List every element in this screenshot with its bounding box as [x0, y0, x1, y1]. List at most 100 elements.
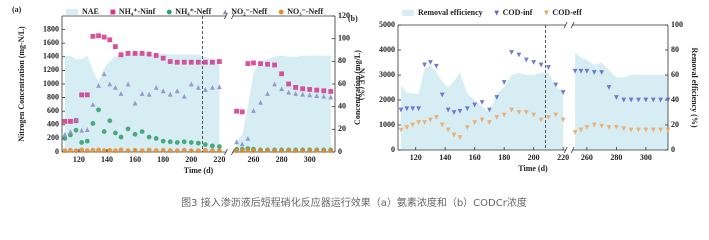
data-point [599, 70, 605, 75]
data-point [62, 136, 68, 141]
data-point [167, 148, 173, 154]
data-point [174, 59, 180, 65]
data-point [314, 147, 320, 153]
data-point [258, 148, 263, 154]
y-tick-label: 600 [47, 106, 59, 115]
x-tick-label: 160 [469, 153, 481, 162]
data-point [621, 97, 627, 103]
data-point [132, 131, 138, 137]
data-point [118, 91, 124, 96]
data-point [132, 147, 138, 153]
data-point [665, 127, 671, 133]
x-tick-label: 220 [213, 155, 225, 164]
y-tick-label: 4000 [379, 45, 395, 54]
y-tick-label: 2000 [379, 95, 395, 104]
data-point [90, 121, 96, 126]
x-tick-label: 280 [610, 153, 622, 162]
legend-label: NH₄⁺-Neff [175, 7, 211, 16]
y2-tick-label: 80 [338, 56, 346, 65]
y-tick-label: 1400 [43, 52, 59, 61]
x-axis-title: Time (d) [184, 166, 214, 175]
x-tick-label: 140 [101, 155, 113, 164]
data-point [546, 115, 551, 120]
data-point [195, 148, 201, 154]
data-point [62, 131, 68, 137]
data-point [68, 129, 73, 134]
data-point [174, 88, 180, 94]
y-tick-label: 1000 [379, 120, 395, 129]
data-point [613, 125, 619, 130]
data-point [265, 91, 270, 96]
y-tick-label: 0 [391, 145, 395, 154]
data-point [613, 95, 619, 100]
data-point [125, 148, 131, 154]
data-point [73, 127, 79, 133]
area [236, 55, 331, 152]
data-point [314, 93, 320, 98]
y2-tick-label: 40 [671, 95, 679, 104]
data-point [464, 106, 470, 112]
data-point [591, 70, 597, 75]
data-point [599, 123, 605, 129]
data-point [286, 89, 292, 95]
data-point [428, 117, 433, 123]
data-point [113, 44, 118, 49]
x-tick-label: 160 [129, 155, 141, 164]
data-point [167, 91, 173, 97]
data-point [509, 50, 514, 55]
data-point [531, 60, 537, 65]
data-point [433, 63, 439, 69]
data-point [457, 108, 463, 114]
data-point [160, 88, 166, 94]
data-point [79, 92, 85, 98]
y2-axis-title: NAE (%) [357, 68, 366, 101]
x-tick-label: 120 [73, 155, 85, 164]
data-point [153, 136, 159, 141]
data-point [479, 100, 485, 105]
data-point [107, 118, 113, 124]
data-point [101, 34, 107, 40]
data-point [451, 132, 457, 138]
x-tick-label: 200 [528, 153, 540, 162]
axis-break [563, 21, 575, 29]
x-tick-label: 200 [185, 155, 197, 164]
data-point [209, 143, 215, 149]
data-point [553, 82, 559, 88]
data-point [62, 119, 68, 124]
data-point [90, 34, 96, 39]
y-tick-label: 0 [55, 147, 59, 156]
data-point [398, 127, 404, 133]
data-point [107, 147, 113, 153]
data-point [139, 91, 145, 96]
data-point [234, 139, 240, 145]
data-point [433, 115, 439, 120]
data-point [272, 148, 277, 154]
legend-label: NO₃⁻-Neff [287, 7, 323, 16]
data-point [234, 148, 240, 154]
data-point [181, 147, 187, 153]
data-point [523, 57, 529, 63]
data-point [509, 107, 514, 113]
panel-label: (a) [12, 5, 22, 14]
data-point [321, 148, 327, 154]
data-point [79, 140, 85, 145]
data-point [125, 126, 131, 132]
data-point [96, 33, 101, 39]
data-point [410, 106, 416, 112]
data-point [650, 97, 656, 103]
data-point [239, 141, 245, 147]
y2-tick-label: 20 [671, 120, 679, 129]
data-point [572, 68, 578, 74]
data-point [328, 94, 334, 100]
data-point [125, 81, 131, 87]
data-point [101, 129, 107, 135]
data-point [202, 147, 208, 153]
data-point [245, 136, 251, 141]
data-point [501, 112, 507, 118]
data-point [258, 99, 263, 105]
data-point [584, 68, 590, 74]
data-point [628, 97, 634, 103]
data-point [132, 100, 138, 106]
data-point [251, 148, 256, 154]
caption: 图3 接入渗沥液后短程硝化反应器运行效果（a）氨素浓度和（b）CODCr浓度 [181, 196, 527, 209]
